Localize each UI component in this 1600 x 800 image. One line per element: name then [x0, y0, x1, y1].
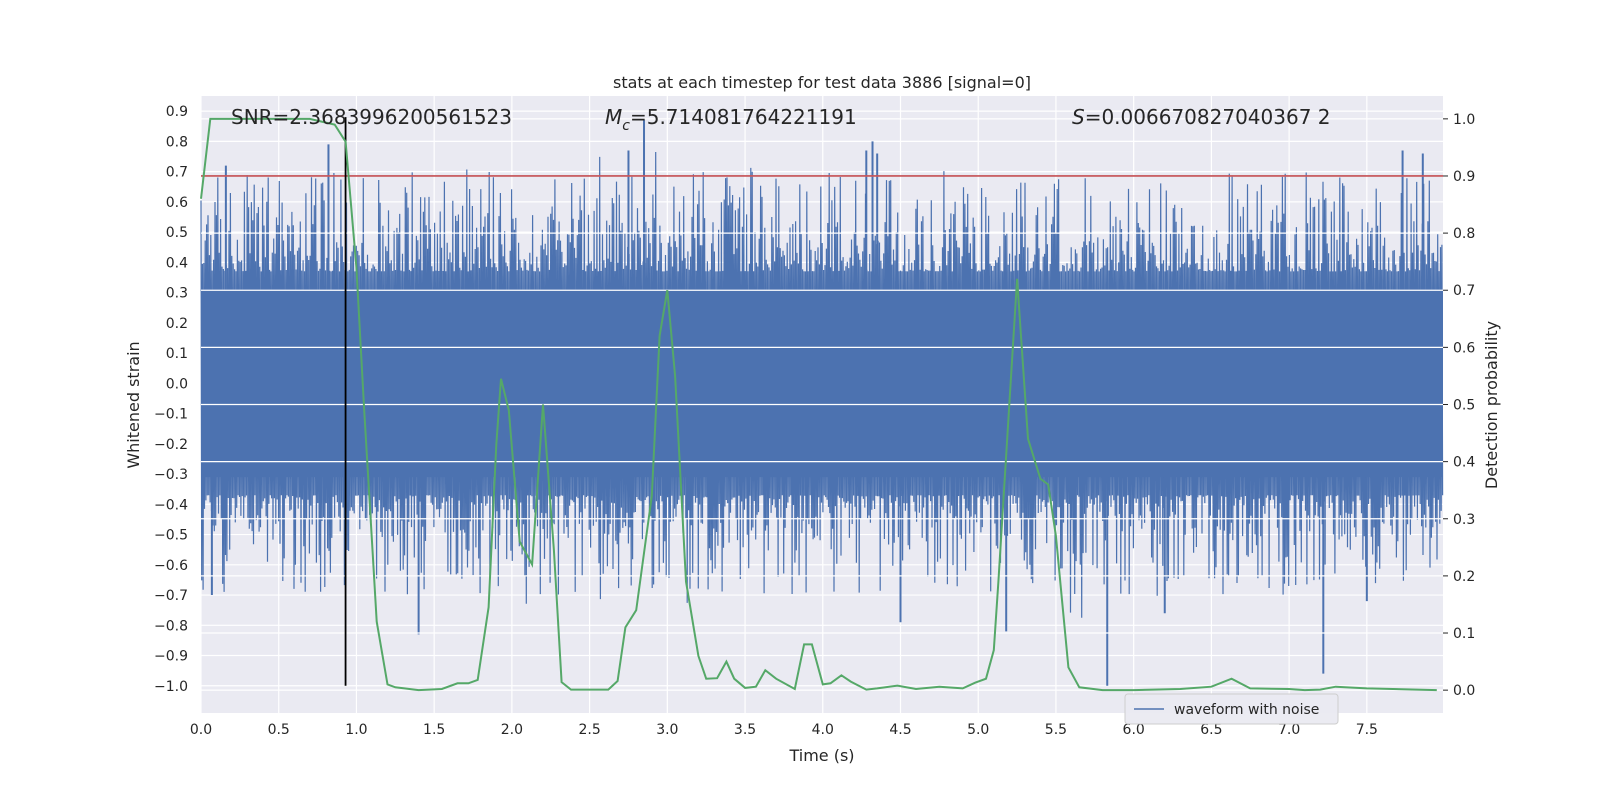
y-tick-label: 0.6	[166, 195, 188, 211]
y2-tick-label: 0.1	[1453, 626, 1475, 642]
x-tick-label: 3.5	[734, 722, 756, 738]
y2-tick-label: 0.5	[1453, 398, 1475, 414]
snr-annotation: SNR=2.3683996200561523	[231, 105, 512, 129]
x-tick-label: 5.5	[1045, 722, 1067, 738]
y-tick-label: 0.4	[166, 255, 188, 271]
y-tick-label: 0.1	[166, 346, 188, 362]
chart-title: stats at each timestep for test data 388…	[613, 73, 1031, 92]
y-tick-label: 0.0	[166, 376, 188, 392]
y2-tick-label: 0.8	[1453, 226, 1475, 242]
x-tick-label: 6.5	[1200, 722, 1222, 738]
y-tick-label: −0.3	[154, 467, 188, 483]
x-tick-label: 6.0	[1123, 722, 1145, 738]
y-tick-label: −0.2	[154, 437, 188, 453]
y2-tick-label: 0.9	[1453, 169, 1475, 185]
x-tick-label: 0.0	[190, 722, 212, 738]
chirp-mass-value: =5.714081764221191	[630, 105, 857, 129]
y-tick-label: 0.8	[166, 134, 188, 150]
s-annotation: S=0.006670827040367 2	[1072, 105, 1331, 129]
chirp-mass-symbol: M	[605, 105, 622, 129]
s-value: =0.006670827040367 2	[1085, 105, 1331, 129]
y2-tick-label: 0.3	[1453, 512, 1475, 528]
x-tick-label: 1.5	[423, 722, 445, 738]
legend: waveform with noise	[1124, 693, 1339, 725]
y2-tick-label: 0.0	[1453, 683, 1475, 699]
y-tick-label: −0.9	[154, 649, 188, 665]
y-tick-label: −0.4	[154, 497, 188, 513]
y-tick-label: −0.7	[154, 588, 188, 604]
s-symbol: S	[1072, 105, 1085, 129]
y-tick-label: −0.1	[154, 407, 188, 423]
x-axis-ticks: 0.0 0.5 1.0 1.5 2.0 2.5 3.0 3.5 4.0 4.5 5.0 5.5 6.0 6…	[190, 722, 1378, 738]
overlay-lines	[200, 117, 1443, 692]
chirp-mass-subscript: c	[622, 118, 630, 134]
x-tick-label: 4.0	[812, 722, 834, 738]
y2-axis-ticks: 1.0 0.9 0.8 0.7 0.6 0.5 0.4 0.3 0.2 0.1 0.0	[1443, 112, 1475, 699]
y-tick-label: −0.5	[154, 528, 188, 544]
y2-tick-label: 0.7	[1453, 283, 1475, 299]
x-tick-label: 2.5	[578, 722, 600, 738]
x-tick-label: 4.5	[889, 722, 911, 738]
y-tick-label: 0.5	[166, 225, 188, 241]
y-axis-ticks: 0.9 0.8 0.7 0.6 0.5 0.4 0.3 0.2 0.1 0.0 −0.1 −0.2 −0…	[154, 104, 188, 695]
x-tick-label: 5.0	[967, 722, 989, 738]
x-tick-label: 7.0	[1278, 722, 1300, 738]
legend-box	[1124, 693, 1339, 725]
x-tick-label: 7.5	[1356, 722, 1378, 738]
chirp-mass-annotation: Mc=5.714081764221191	[605, 105, 857, 134]
y2-tick-label: 1.0	[1453, 112, 1475, 128]
x-axis-label: Time (s)	[788, 746, 854, 765]
detection-probability-line	[200, 117, 1437, 692]
x-tick-label: 3.0	[656, 722, 678, 738]
legend-label: waveform with noise	[1174, 702, 1319, 718]
x-tick-label: 1.0	[345, 722, 367, 738]
y-tick-label: 0.3	[166, 286, 188, 302]
waveform-core	[201, 289, 1443, 478]
y2-tick-label: 0.2	[1453, 569, 1475, 585]
y2-tick-label: 0.6	[1453, 340, 1475, 356]
waveform-series	[200, 120, 1444, 686]
x-tick-label: 2.0	[501, 722, 523, 738]
y-tick-label: −0.8	[154, 618, 188, 634]
x-tick-label: 0.5	[268, 722, 290, 738]
y2-axis-label: Detection probability	[1482, 321, 1501, 489]
y-tick-label: −1.0	[154, 679, 188, 695]
y-axis-label: Whitened strain	[124, 341, 143, 468]
y-tick-label: 0.9	[166, 104, 188, 120]
y-tick-label: 0.2	[166, 316, 188, 332]
y-tick-label: −0.6	[154, 558, 188, 574]
y-tick-label: 0.7	[166, 165, 188, 181]
y2-tick-label: 0.4	[1453, 455, 1475, 471]
